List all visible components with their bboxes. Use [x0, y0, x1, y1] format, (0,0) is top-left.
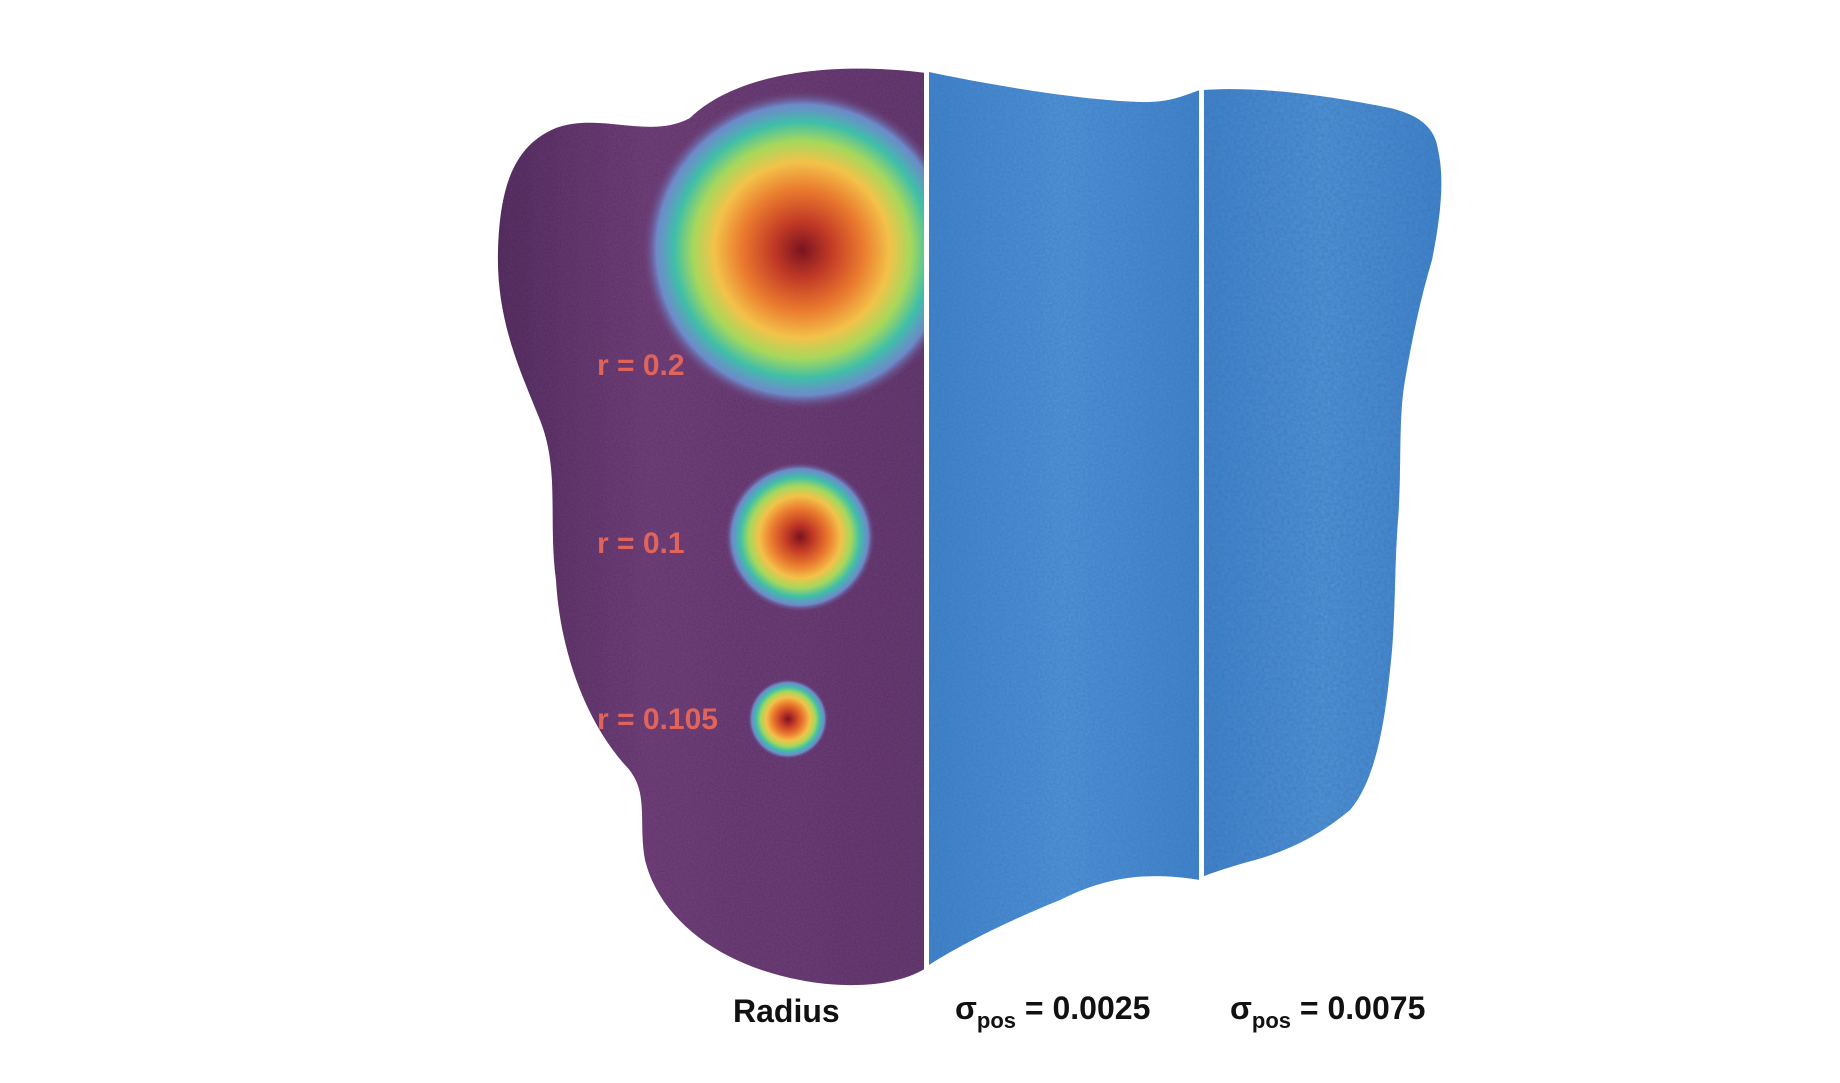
caption-sigma-high: σpos = 0.0075	[1230, 990, 1426, 1033]
sigma-symbol-low: σ	[955, 990, 977, 1026]
radius-label-large: r = 0.2	[597, 349, 685, 382]
heat-spot-large	[642, 90, 926, 410]
divider-right	[1199, 85, 1204, 885]
radius-label-small: r = 0.105	[597, 703, 718, 736]
sigma-subscript-high: pos	[1251, 1008, 1292, 1033]
sigma-value-low: = 0.0025	[1024, 990, 1151, 1026]
caption-radius: Radius	[733, 993, 840, 1029]
sigma-subscript-low: pos	[976, 1008, 1017, 1033]
heat-spot-small	[748, 679, 828, 759]
divider-left	[924, 70, 929, 970]
radius-label-medium: r = 0.1	[597, 527, 685, 560]
sigma-low-panel	[929, 72, 1200, 965]
blue-surface-low-noise	[929, 72, 1200, 965]
blue-surface-high-noise	[1204, 89, 1442, 877]
sigma-symbol-high: σ	[1230, 990, 1252, 1026]
heat-spot-medium	[725, 462, 875, 612]
caption-sigma-low: σpos = 0.0025	[955, 990, 1151, 1033]
sigma-high-panel	[1204, 89, 1442, 877]
radius-panel	[497, 68, 926, 986]
sigma-value-high: = 0.0075	[1299, 990, 1426, 1026]
